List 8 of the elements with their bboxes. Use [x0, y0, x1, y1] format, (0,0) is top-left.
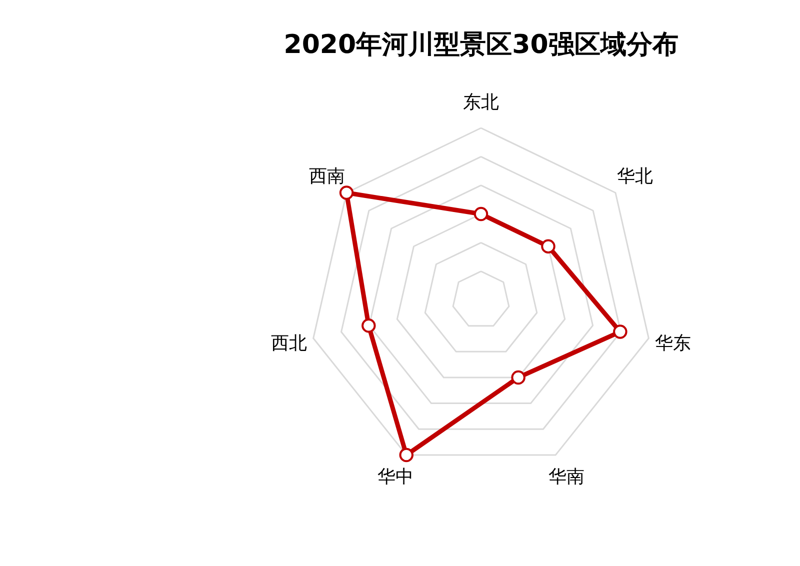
chart-title: 2020年河川型景区30强区域分布 — [284, 30, 678, 60]
spoke-label: 华东 — [655, 332, 691, 354]
spoke-label: 华中 — [378, 466, 414, 488]
spoke-label: 西北 — [271, 332, 307, 354]
spoke-label: 东北 — [463, 92, 499, 114]
spoke-label: 西南 — [309, 166, 346, 188]
spoke-label: 华北 — [616, 166, 653, 188]
spoke-label: 华南 — [548, 466, 584, 488]
